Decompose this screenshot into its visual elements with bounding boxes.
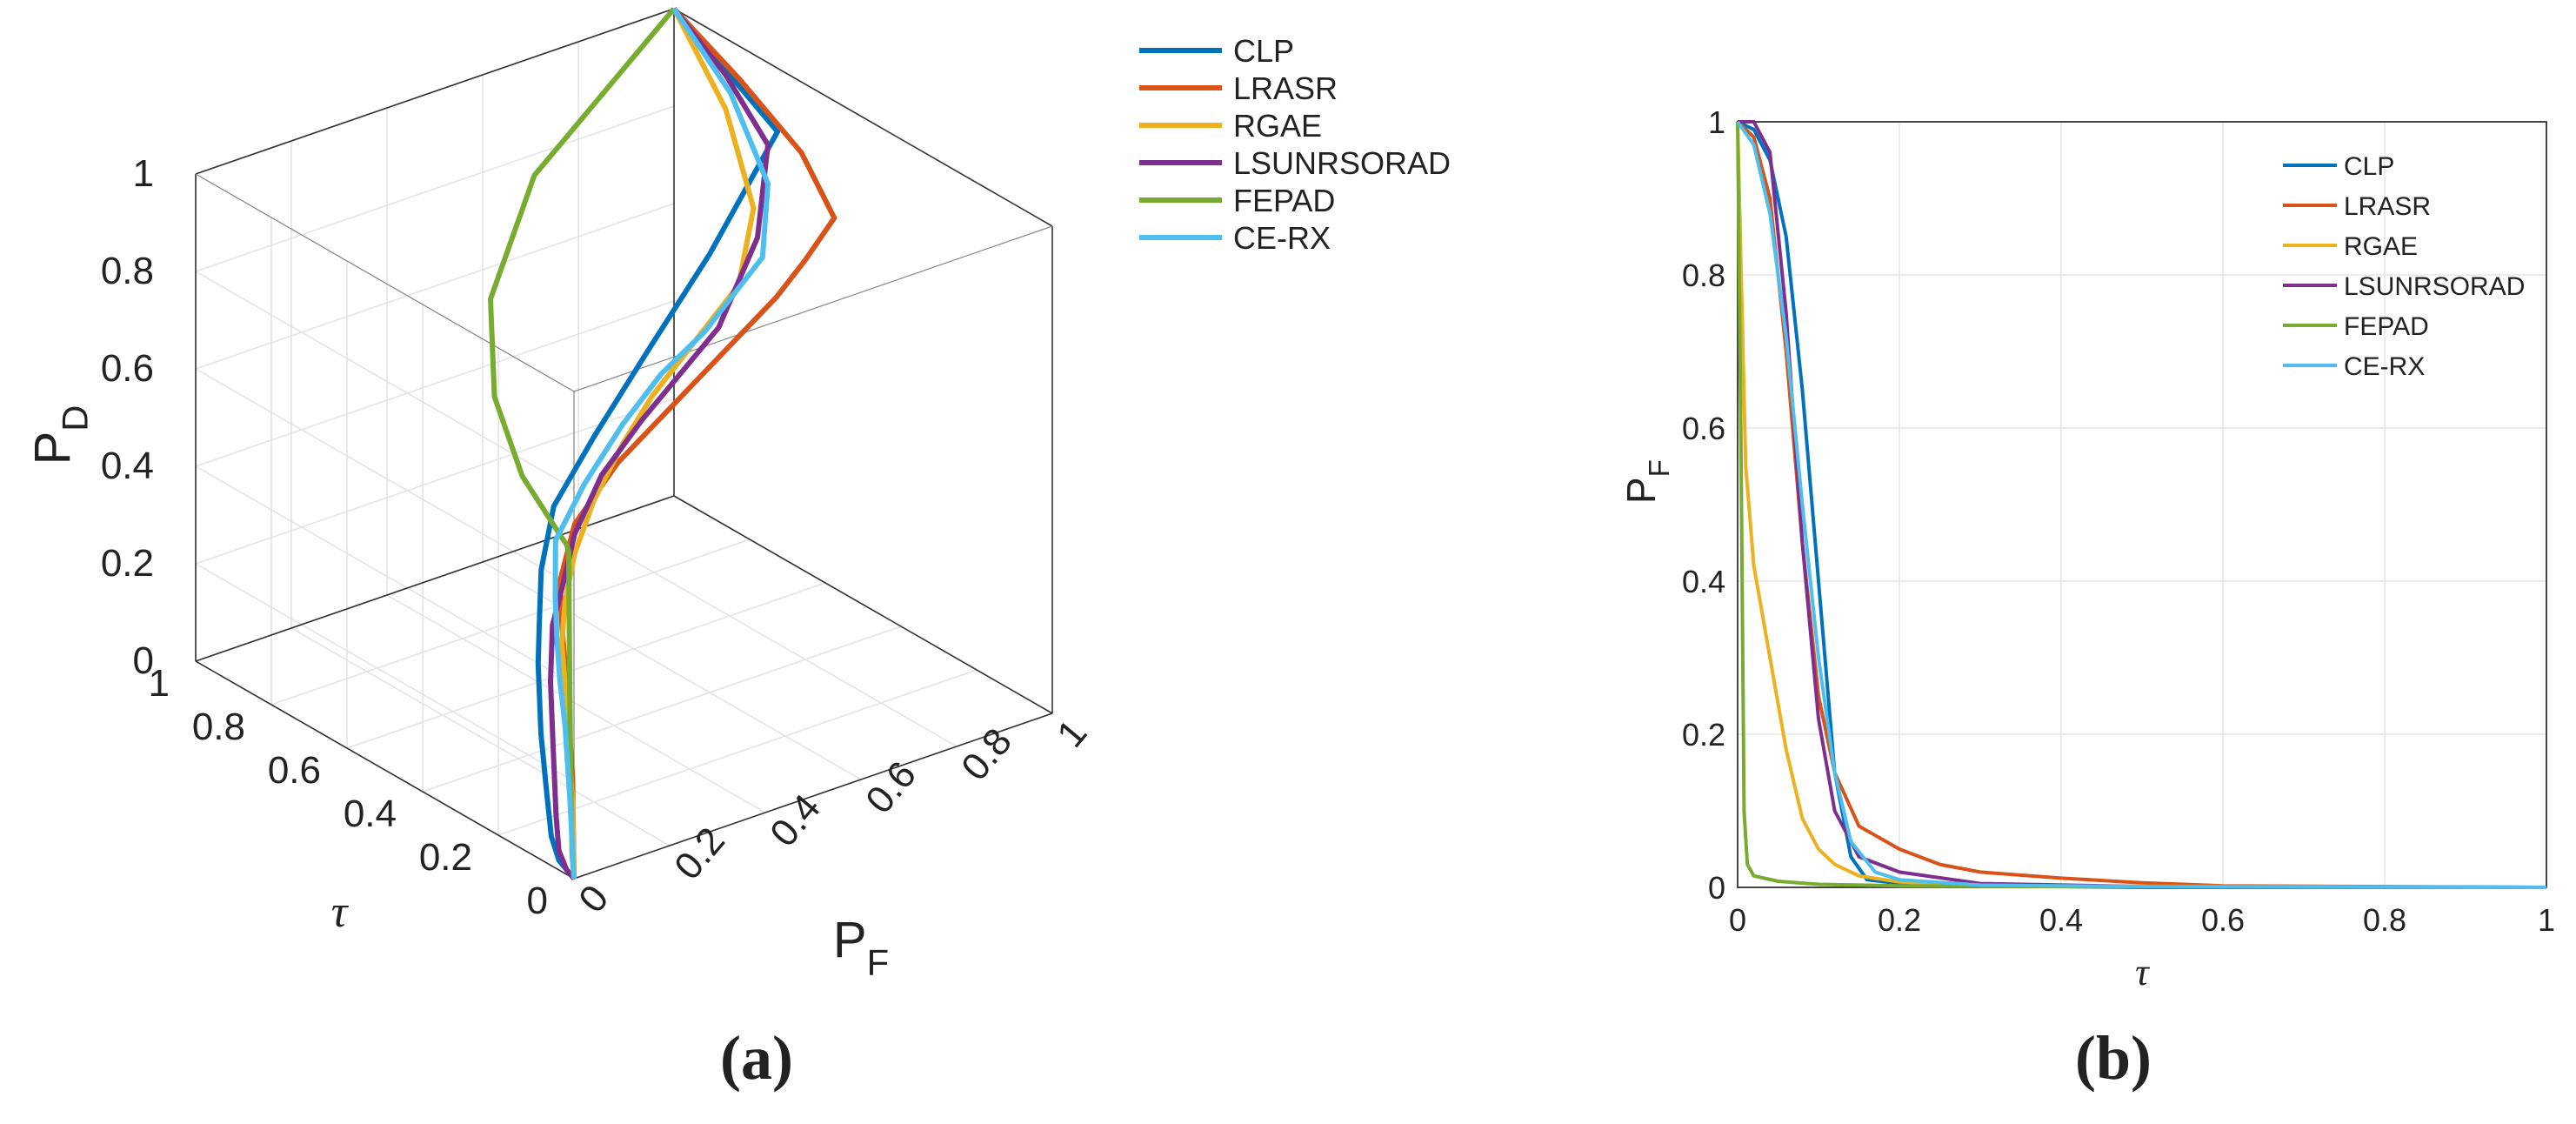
- series-a-lrasr-line: [557, 6, 838, 880]
- grid-a-floor-pf: [577, 528, 958, 747]
- axis-a-edge: [673, 495, 1053, 714]
- legend-a-label-lsunrsorad: LSUNRSORAD: [1233, 145, 1451, 181]
- axis-a-edge: [195, 8, 675, 175]
- y-tick-label: 0: [571, 877, 617, 920]
- z-tick-label: 0.6: [101, 347, 154, 390]
- legend-a-label-clp: CLP: [1233, 33, 1294, 69]
- x-tick-label: 0.8: [192, 706, 245, 748]
- axis-a-edge: [573, 225, 1053, 392]
- y-axis-label-b: PF: [1618, 459, 1676, 504]
- axis-a-edge: [573, 713, 1053, 880]
- legend-b-label-rgae: RGAE: [2344, 232, 2418, 261]
- z-tick-label: 0.4: [101, 445, 154, 487]
- grid-a-floor-pf: [290, 627, 671, 846]
- legend-b-label-lrasr: LRASR: [2344, 192, 2431, 221]
- grid-a-side-pd: [195, 368, 575, 587]
- plot-area-b: [1738, 122, 2546, 887]
- x-tick-label: 0.6: [268, 749, 321, 792]
- y-tick-label: 0.2: [666, 820, 733, 887]
- x-axis-label: τ: [331, 887, 350, 937]
- x-tick-label: 0.4: [344, 793, 397, 835]
- z-axis-label-text: PD: [24, 405, 95, 465]
- x-tick-label-b: 1: [2538, 902, 2555, 938]
- x-tick-label-b: 0.2: [1878, 902, 1921, 938]
- axis-a-edge: [195, 660, 575, 880]
- series-a-clp-line: [535, 7, 780, 880]
- z-tick-label: 0: [133, 639, 154, 682]
- y-tick-label: 0.8: [953, 720, 1020, 788]
- y-tick-label-b: 0.4: [1682, 564, 1725, 599]
- legend-a-label-lrasr: LRASR: [1233, 70, 1338, 106]
- y-tick-label-b: 0: [1708, 870, 1725, 906]
- grid-a-back-pd: [195, 203, 675, 370]
- x-tick-label-b: 0.6: [2201, 902, 2245, 938]
- axis-a-edge: [195, 495, 675, 662]
- y-tick-label-b: 0.8: [1682, 258, 1725, 293]
- y-axis-label-text: PF: [833, 912, 889, 982]
- grid-a-floor-tau: [422, 626, 902, 793]
- legend-b-label-ce-rx: CE-RX: [2344, 352, 2425, 381]
- grid-a-back-pd: [195, 398, 675, 565]
- x-tick-label: 1: [149, 662, 170, 705]
- legend-a-label-ce-rx: CE-RX: [1233, 220, 1331, 256]
- z-tick-label: 0.2: [101, 542, 154, 585]
- axis-a-edge: [195, 173, 575, 392]
- grid-a-back-pd: [195, 105, 675, 272]
- grid-a-side-pd: [195, 465, 575, 685]
- grid-a-floor-pf: [482, 561, 862, 780]
- y-tick-label-b: 0.6: [1682, 411, 1725, 446]
- grid-a-side-pd: [195, 563, 575, 782]
- grid-a-floor-tau: [346, 582, 826, 749]
- series-b-rgae-line: [1736, 121, 2547, 889]
- x-tick-label-b: 0.8: [2363, 902, 2406, 938]
- series-a-ce-rx-line: [552, 7, 771, 880]
- chart-b-2d: 0 0.2 0.4 0.6 0.8 1 0 0.2 0.4 0.6 0.8 1 τ PF CLP LRASR R…: [1618, 104, 2555, 994]
- y-tick-label: 0.4: [762, 786, 829, 854]
- grid-a-floor-pf: [386, 594, 766, 813]
- z-axis-label: PD: [24, 405, 95, 465]
- grid-a-floor-tau: [270, 539, 751, 706]
- y-tick-label: 1: [1049, 712, 1095, 755]
- caption-b: (b): [2075, 1023, 2152, 1093]
- legend-b-label-fepad: FEPAD: [2344, 312, 2429, 341]
- series-a-rgae-line: [559, 7, 757, 880]
- caption-a: (a): [720, 1023, 793, 1093]
- axis-a-edge: [673, 8, 1053, 227]
- x-tick-label: 0: [527, 880, 548, 922]
- y-tick-label-b: 0.2: [1682, 717, 1725, 753]
- y-axis-label: PF: [833, 912, 889, 982]
- series-a-fepad-line: [488, 7, 677, 880]
- x-axis-label-b: τ: [2135, 951, 2151, 994]
- x-tick-label-b: 0: [1729, 902, 1746, 938]
- legend-b-label-lsunrsorad: LSUNRSORAD: [2344, 272, 2525, 301]
- grid-a-side-pd: [195, 271, 575, 490]
- y-tick-label-b: 1: [1708, 104, 1725, 140]
- grid-a-floor-tau: [497, 669, 978, 836]
- legend-a-label-rgae: RGAE: [1233, 108, 1322, 144]
- series-b-ce-rx-line: [1736, 120, 2547, 889]
- y-axis-label-b-text: PF: [1618, 459, 1676, 504]
- y-tick-label: 0.6: [858, 753, 924, 821]
- x-tick-label-b: 0.4: [2039, 902, 2083, 938]
- grid-a-back-pd: [195, 300, 675, 467]
- legend-a-label-fepad: FEPAD: [1233, 183, 1335, 218]
- x-tick-label: 0.2: [419, 836, 472, 879]
- legend-b-label-clp: CLP: [2344, 152, 2394, 181]
- z-tick-label: 0.8: [101, 250, 154, 292]
- z-tick-label: 1: [133, 152, 154, 195]
